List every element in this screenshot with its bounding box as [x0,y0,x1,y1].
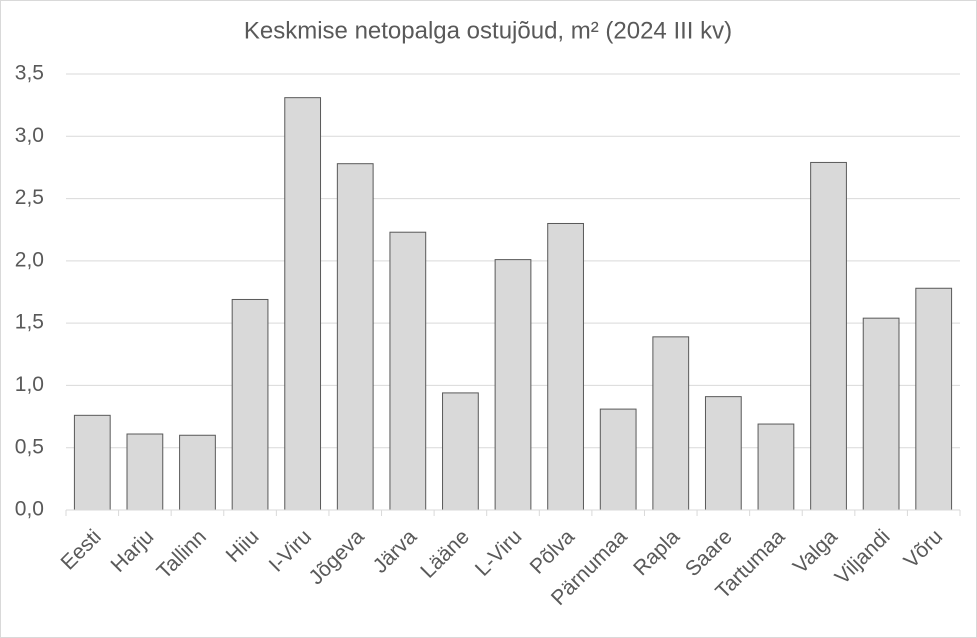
bar [652,336,690,511]
bar [862,317,900,511]
bar [442,392,479,511]
bar [599,408,637,511]
y-tick-label: 1,5 [15,311,44,334]
bar [231,298,269,511]
bar [389,231,427,511]
y-tick-label: 0,5 [15,435,44,458]
y-tick-label: 2,5 [15,186,44,209]
bar [757,423,795,511]
bar [810,161,847,511]
bar [126,433,164,511]
bar [179,434,216,511]
bar [547,222,584,511]
bar [494,259,532,511]
bar [915,287,953,511]
y-tick-label: 2,0 [15,248,44,271]
bar [336,163,374,511]
bar [704,396,742,511]
chart-title: Keskmise netopalga ostujõud, m² (2024 II… [244,17,732,44]
bar [73,414,111,511]
y-tick-label: 1,0 [15,373,44,396]
y-tick-label: 0,0 [15,498,44,521]
y-tick-label: 3,5 [15,62,44,85]
bar [284,97,322,511]
y-tick-label: 3,0 [15,124,44,147]
